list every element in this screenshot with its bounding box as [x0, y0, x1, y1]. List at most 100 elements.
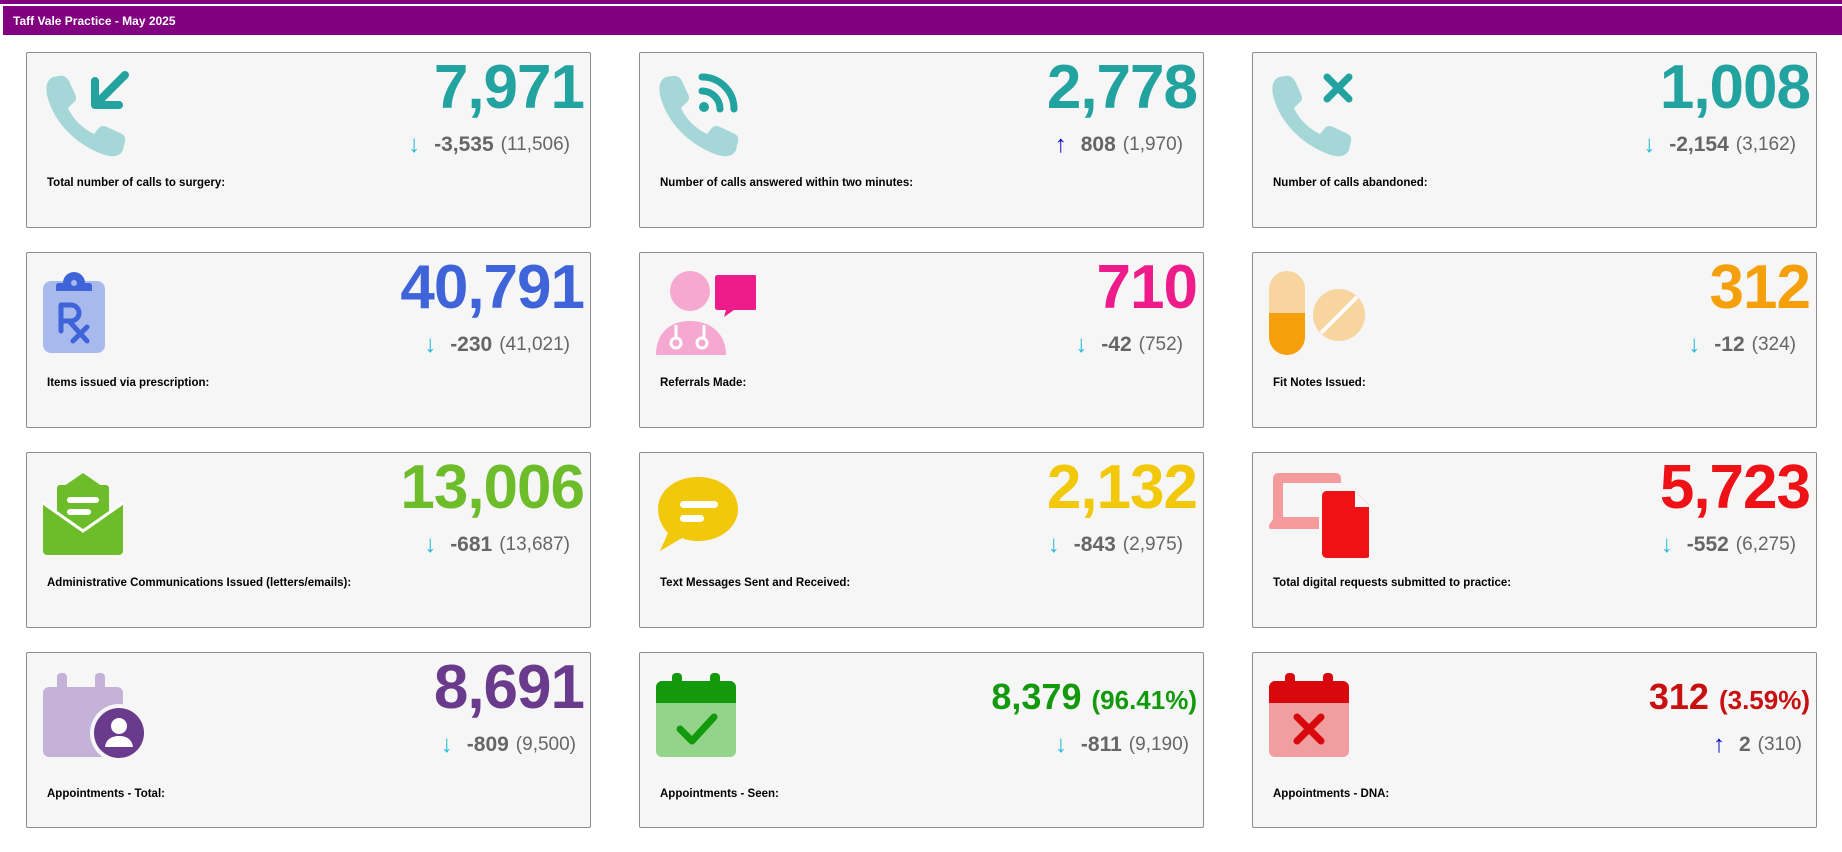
calendar-cross-icon — [1269, 671, 1359, 766]
card-previous: (11,506) — [500, 134, 570, 155]
card-change: ↓ -811 (9,190) — [1055, 733, 1189, 757]
card-previous: (3,162) — [1735, 134, 1796, 155]
top-accent-line — [0, 0, 1842, 4]
card-value: 312 — [1648, 676, 1709, 717]
card-previous: (9,190) — [1128, 734, 1189, 755]
card-value: 312 — [1709, 253, 1811, 322]
card-change: ↓ -3,535 (11,506) — [408, 133, 570, 157]
card-label: Number of calls abandoned: — [1273, 177, 1428, 189]
card-delta: -2,154 — [1669, 133, 1729, 156]
calendar-check-icon — [656, 671, 746, 766]
arrow-down-icon: ↓ — [1688, 331, 1701, 358]
card-change: ↓ -843 (2,975) — [1048, 533, 1183, 557]
card-delta: -230 — [450, 333, 493, 356]
card-value: 1,008 — [1659, 53, 1811, 122]
phone-abandoned-icon — [1269, 71, 1359, 166]
arrow-down-icon: ↓ — [1054, 731, 1067, 758]
card-percentage: (3.59%) — [1718, 685, 1810, 715]
card-appointments-seen: 8,379 (96.41%) ↓ -811 (9,190) Appointmen… — [639, 652, 1204, 828]
arrow-down-icon: ↓ — [1075, 331, 1088, 358]
arrow-up-icon: ↑ — [1054, 131, 1067, 158]
card-label: Appointments - Seen: — [660, 788, 779, 800]
card-label: Text Messages Sent and Received: — [660, 577, 851, 589]
card-previous: (1,970) — [1122, 134, 1183, 155]
card-delta: -681 — [450, 533, 493, 556]
card-change: ↑ 808 (1,970) — [1055, 133, 1183, 157]
card-previous: (310) — [1757, 734, 1802, 755]
arrow-down-icon: ↓ — [424, 331, 437, 358]
card-delta: -843 — [1073, 533, 1116, 556]
pills-icon — [1269, 271, 1369, 366]
envelope-letter-icon — [42, 471, 133, 566]
doctor-chat-icon — [656, 271, 757, 366]
card-change: ↓ -42 (752) — [1075, 333, 1183, 357]
card-delta: 808 — [1080, 133, 1116, 156]
card-value: 5,723 — [1659, 453, 1811, 522]
card-previous: (752) — [1138, 334, 1183, 355]
card-previous: (9,500) — [515, 734, 576, 755]
card-calls-abandoned: 1,008 ↓ -2,154 (3,162) Number of calls a… — [1252, 52, 1817, 228]
card-admin-communications: 13,006 ↓ -681 (13,687) Administrative Co… — [26, 452, 591, 628]
card-percentage: (96.41%) — [1091, 685, 1198, 715]
card-delta: -811 — [1080, 733, 1122, 756]
card-previous: (41,021) — [499, 334, 570, 355]
card-previous: (6,275) — [1735, 534, 1796, 555]
prescription-icon — [43, 271, 133, 366]
card-value: 8,379 — [991, 676, 1082, 717]
card-label: Total digital requests submitted to prac… — [1273, 577, 1512, 589]
card-delta: 2 — [1738, 733, 1751, 756]
arrow-down-icon: ↓ — [1643, 131, 1656, 158]
card-value: 7,971 — [433, 53, 585, 122]
arrow-down-icon: ↓ — [1047, 531, 1060, 558]
card-label: Administrative Communications Issued (le… — [47, 577, 352, 589]
card-previous: (2,975) — [1122, 534, 1183, 555]
arrow-down-icon: ↓ — [408, 131, 421, 158]
card-value: 13,006 — [400, 453, 585, 522]
card-value: 2,132 — [1046, 453, 1198, 522]
chat-bubble-icon — [656, 471, 746, 566]
card-label: Appointments - DNA: — [1273, 788, 1390, 800]
card-value: 40,791 — [400, 253, 585, 322]
phone-answered-icon — [656, 71, 746, 166]
card-label: Items issued via prescription: — [47, 377, 210, 389]
card-change: ↓ -681 (13,687) — [424, 533, 570, 557]
card-change: ↓ -12 (324) — [1688, 333, 1796, 357]
card-value: 8,691 — [433, 653, 585, 722]
card-change: ↓ -809 (9,500) — [441, 733, 576, 757]
card-previous: (324) — [1751, 334, 1796, 355]
card-change: ↑ 2 (310) — [1713, 733, 1802, 757]
arrow-down-icon: ↓ — [440, 731, 453, 758]
card-label: Appointments - Total: — [47, 788, 165, 800]
card-appointments-dna: 312 (3.59%) ↑ 2 (310) Appointments - DNA… — [1252, 652, 1817, 828]
calendar-user-icon — [43, 671, 148, 766]
card-digital-requests: 5,723 ↓ -552 (6,275) Total digital reque… — [1252, 452, 1817, 628]
card-delta: -12 — [1714, 333, 1745, 356]
card-label: Fit Notes Issued: — [1273, 377, 1366, 389]
card-value: 710 — [1096, 253, 1198, 322]
card-delta: -42 — [1101, 333, 1132, 356]
page-title: Taff Vale Practice - May 2025 — [3, 4, 1842, 35]
card-fit-notes: 312 ↓ -12 (324) Fit Notes Issued: — [1252, 252, 1817, 428]
card-calls-answered: 2,778 ↑ 808 (1,970) Number of calls answ… — [639, 52, 1204, 228]
card-delta: -3,535 — [434, 133, 494, 156]
devices-icon — [1268, 471, 1371, 566]
card-label: Total number of calls to surgery: — [47, 177, 226, 189]
card-change: ↓ -230 (41,021) — [424, 333, 570, 357]
card-value-row: 8,379 (96.41%) — [991, 679, 1197, 715]
card-value-row: 312 (3.59%) — [1649, 679, 1810, 715]
phone-incoming-icon — [43, 71, 133, 166]
arrow-up-icon: ↑ — [1712, 731, 1725, 758]
card-delta: -552 — [1686, 533, 1729, 556]
card-appointments-total: 8,691 ↓ -809 (9,500) Appointments - Tota… — [26, 652, 591, 828]
card-total-calls: 7,971 ↓ -3,535 (11,506) Total number of … — [26, 52, 591, 228]
card-change: ↓ -552 (6,275) — [1661, 533, 1796, 557]
card-label: Referrals Made: — [660, 377, 747, 389]
card-delta: -809 — [466, 733, 509, 756]
card-value: 2,778 — [1046, 53, 1198, 122]
arrow-down-icon: ↓ — [424, 531, 437, 558]
arrow-down-icon: ↓ — [1660, 531, 1673, 558]
card-label: Number of calls answered within two minu… — [660, 177, 914, 189]
card-previous: (13,687) — [499, 534, 570, 555]
card-referrals: 710 ↓ -42 (752) Referrals Made: — [639, 252, 1204, 428]
card-text-messages: 2,132 ↓ -843 (2,975) Text Messages Sent … — [639, 452, 1204, 628]
